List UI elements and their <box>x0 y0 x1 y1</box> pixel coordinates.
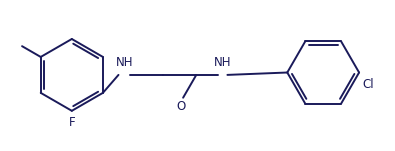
Text: O: O <box>176 100 185 113</box>
Text: NH: NH <box>214 56 231 69</box>
Text: Cl: Cl <box>363 79 374 92</box>
Text: NH: NH <box>116 56 133 69</box>
Text: F: F <box>68 116 75 129</box>
